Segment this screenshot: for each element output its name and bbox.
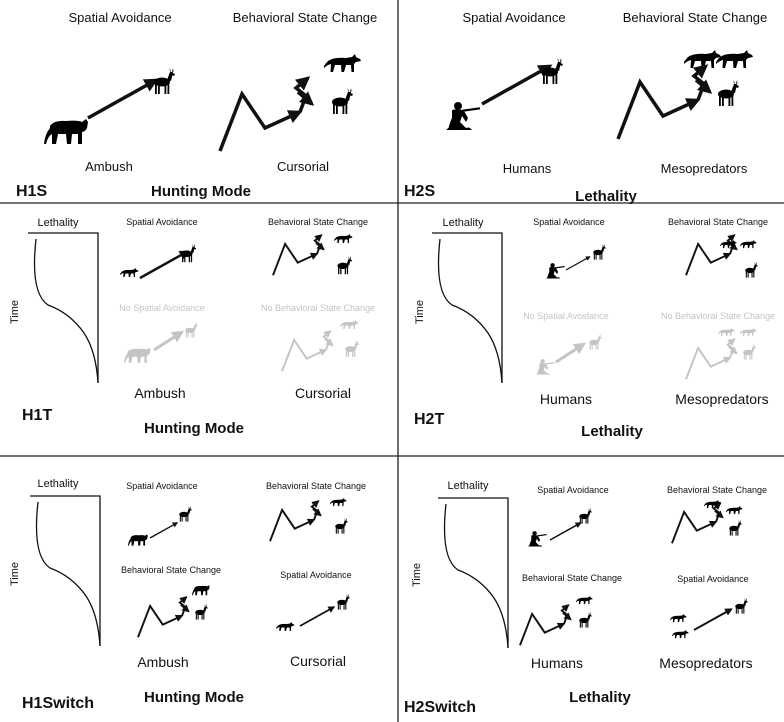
- panel-h2switch: Lethality Time Spatial Avoidance Behavio…: [404, 480, 767, 716]
- behavioral-arrow: [618, 66, 710, 139]
- h2switch-id: H2Switch: [404, 699, 476, 716]
- bobcat-icon: [684, 50, 721, 68]
- h1s-left-heading: Spatial Avoidance: [68, 10, 171, 25]
- lethality-curve: [431, 232, 503, 384]
- h2switch-bottom-right: Spatial Avoidance: [677, 574, 748, 584]
- panel-h2t: Lethality Time Spatial Avoidance Behavio…: [414, 217, 775, 440]
- panel-h1s: Spatial Avoidance Behavioral State Chang…: [16, 10, 377, 200]
- h1t-right-caption: Cursorial: [295, 385, 351, 401]
- h1t-left-caption: Ambush: [134, 385, 185, 401]
- h2s-left-caption: Humans: [503, 161, 552, 176]
- h2t-bottom-right: No Behavioral State Change: [661, 311, 775, 321]
- avoidance-arrow: [88, 80, 156, 118]
- h2switch-subtitle: Lethality: [569, 689, 631, 706]
- cougar-icon: [44, 119, 88, 144]
- wolf-icon: [324, 54, 361, 72]
- deer-icon: [542, 58, 563, 84]
- h1switch-curve-side: Time: [9, 562, 21, 586]
- h1t-top-left: Spatial Avoidance: [126, 217, 197, 227]
- h1switch-subtitle: Hunting Mode: [144, 689, 244, 706]
- h2t-top-right: Behavioral State Change: [668, 217, 768, 227]
- h2s-left-heading: Spatial Avoidance: [462, 10, 565, 25]
- h2t-curve-side: Time: [414, 300, 426, 324]
- h1t-subtitle: Hunting Mode: [144, 420, 244, 437]
- deer-icon: [332, 88, 353, 114]
- h2switch-right-caption: Mesopredators: [659, 655, 752, 671]
- deer-icon: [718, 80, 739, 106]
- h2s-right-caption: Mesopredators: [661, 161, 748, 176]
- h2t-bottom-left: No Spatial Avoidance: [523, 311, 608, 321]
- h1s-id: H1S: [16, 183, 47, 200]
- behavioral-arrow: [220, 78, 312, 151]
- h1switch-top-left: Spatial Avoidance: [126, 481, 197, 491]
- h2switch-curve-top: Lethality: [448, 480, 489, 492]
- h1s-left-caption: Ambush: [85, 159, 133, 174]
- h2switch-curve-side: Time: [411, 563, 423, 587]
- h1t-top-right: Behavioral State Change: [268, 217, 368, 227]
- lethality-curve: [437, 497, 509, 649]
- h2t-left-caption: Humans: [540, 391, 592, 407]
- avoidance-arrow: [482, 66, 550, 104]
- panel-h1switch: Lethality Time Spatial Avoidance Behavio…: [9, 478, 366, 712]
- hunter-icon: [446, 102, 481, 130]
- h2s-id: H2S: [404, 183, 435, 200]
- h1switch-bottom-left: Behavioral State Change: [121, 565, 221, 575]
- panel-h1t: Lethality Time Spatial Avoidance Behavio…: [9, 217, 375, 437]
- h1t-curve-top: Lethality: [38, 217, 79, 229]
- h1switch-bottom-right: Spatial Avoidance: [280, 570, 351, 580]
- h1t-bottom-left: No Spatial Avoidance: [119, 303, 204, 313]
- h2switch-top-right: Behavioral State Change: [667, 485, 767, 495]
- h1switch-right-caption: Cursorial: [290, 653, 346, 669]
- h1t-curve-side: Time: [9, 300, 21, 324]
- h2t-right-caption: Mesopredators: [675, 391, 768, 407]
- h1t-bottom-right: No Behavioral State Change: [261, 303, 375, 313]
- h2switch-bottom-left: Behavioral State Change: [522, 573, 622, 583]
- h2t-top-left: Spatial Avoidance: [533, 217, 604, 227]
- h1t-id: H1T: [22, 407, 52, 424]
- h2s-right-heading: Behavioral State Change: [623, 10, 768, 25]
- h2t-subtitle: Lethality: [581, 423, 643, 440]
- h2switch-left-caption: Humans: [531, 655, 583, 671]
- h1s-right-caption: Cursorial: [277, 159, 329, 174]
- h1switch-left-caption: Ambush: [137, 654, 188, 670]
- lethality-curve: [27, 232, 99, 384]
- h1switch-top-right: Behavioral State Change: [266, 481, 366, 491]
- h1s-subtitle: Hunting Mode: [151, 183, 251, 200]
- lethality-curve: [29, 495, 101, 647]
- panel-h2s: Spatial Avoidance Behavioral State Chang…: [404, 10, 767, 205]
- h2t-id: H2T: [414, 411, 444, 428]
- h1s-right-heading: Behavioral State Change: [233, 10, 378, 25]
- h1switch-curve-top: Lethality: [38, 478, 79, 490]
- deer-icon: [154, 68, 175, 94]
- h2s-subtitle: Lethality: [575, 188, 637, 205]
- h2t-curve-top: Lethality: [443, 217, 484, 229]
- h1switch-id: H1Switch: [22, 695, 94, 712]
- h2switch-top-left: Spatial Avoidance: [537, 485, 608, 495]
- coyote-icon: [716, 50, 753, 68]
